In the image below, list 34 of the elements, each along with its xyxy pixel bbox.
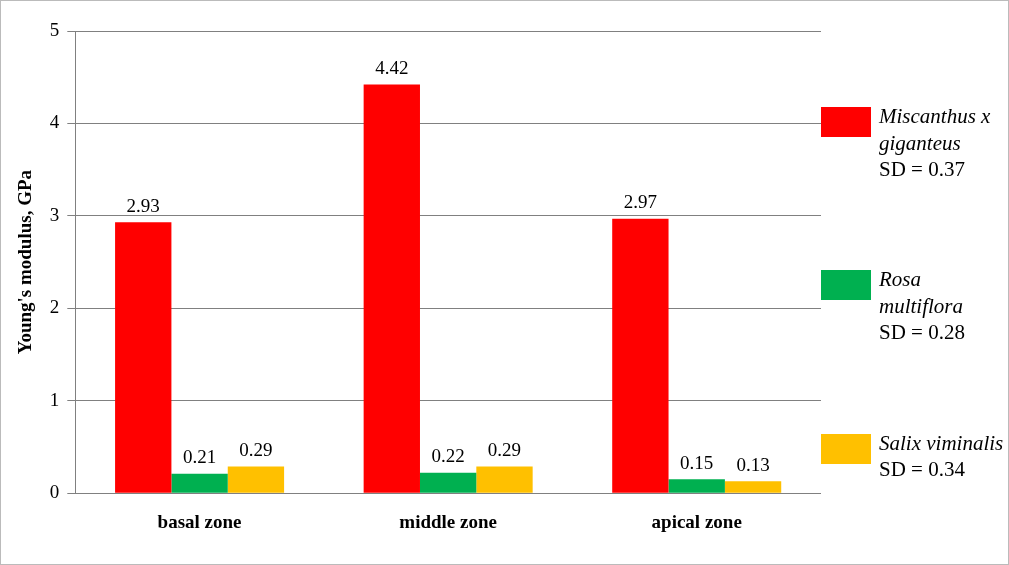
y-tick-label: 4 <box>49 111 60 133</box>
legend-label: Salix viminalis <box>879 429 1004 457</box>
bar <box>612 218 669 493</box>
data-label: 0.29 <box>487 438 522 460</box>
y-tick-label: 3 <box>49 203 60 225</box>
y-axis-title: Young's modulus, GPa <box>14 169 36 355</box>
y-tick-label: 0 <box>49 481 60 503</box>
bar <box>476 466 533 493</box>
bar <box>668 479 725 493</box>
bar <box>724 481 782 493</box>
text: SD = 0.34 <box>879 456 966 482</box>
text: SD = 0.37 <box>879 157 966 183</box>
legend-label: Miscanthus x giganteus <box>879 103 992 158</box>
data-label: 0.29 <box>239 438 273 460</box>
text: SD = 0.28 <box>879 320 966 346</box>
y-tick-label: 5 <box>49 18 60 40</box>
bar <box>227 466 285 493</box>
bar <box>115 222 172 493</box>
data-label: 2.93 <box>126 194 160 216</box>
data-label: 0.21 <box>182 446 217 468</box>
bar <box>363 84 420 493</box>
data-label: 4.42 <box>375 57 409 79</box>
x-tick-label: basal zone <box>157 510 242 532</box>
data-label: 2.97 <box>623 191 657 213</box>
data-label: 0.15 <box>680 451 714 473</box>
y-tick-label: 2 <box>49 296 60 318</box>
data-label: 0.22 <box>431 445 465 467</box>
x-tick-label: middle zone <box>399 510 497 532</box>
data-label: 0.13 <box>736 453 770 475</box>
y-tick-label: 1 <box>49 388 60 410</box>
bar <box>171 473 228 493</box>
x-tick-label: apical zone <box>651 510 742 532</box>
bar <box>419 472 477 493</box>
legend-label: Rosa multiflora <box>879 266 964 321</box>
